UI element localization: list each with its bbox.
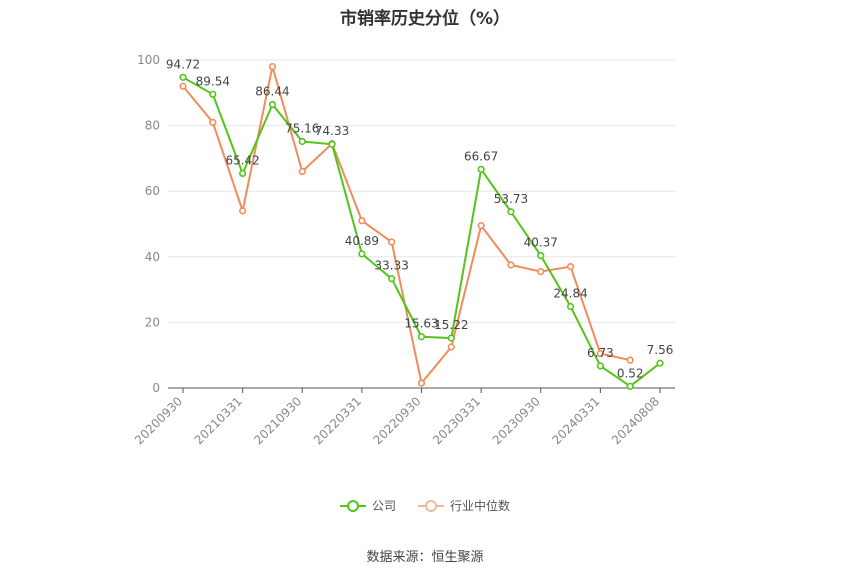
company-point (447, 334, 455, 342)
company-point (596, 362, 604, 370)
data-label: 65.42 (225, 153, 259, 167)
company-point (626, 382, 634, 390)
company-point (656, 359, 664, 367)
company-point (179, 73, 187, 81)
x-tick-label: 20200930 (132, 394, 185, 447)
data-label: 0.52 (617, 366, 644, 380)
data-label: 33.33 (375, 259, 409, 273)
series-layer (179, 62, 664, 390)
legend-company-swatch (339, 499, 366, 513)
legend-industry-label: 行业中位数 (450, 499, 511, 513)
data-label: 89.54 (196, 74, 230, 88)
industry-point (388, 238, 396, 246)
company-point (358, 250, 366, 258)
company-point (388, 275, 396, 283)
y-tick-label: 100 (137, 53, 160, 67)
company-point (239, 169, 247, 178)
data-label: 24.84 (553, 287, 587, 301)
company-point (268, 100, 277, 109)
legend-item-industry-median[interactable]: 行业中位数 (418, 497, 510, 514)
industry-point (507, 261, 515, 269)
industry-point (537, 267, 545, 276)
company-point (298, 137, 306, 146)
chart-title: 市销率历史分位（%） (339, 9, 511, 29)
x-tick-label: 20210930 (251, 394, 304, 447)
company-point (209, 90, 217, 98)
industry-point (209, 118, 217, 126)
legend: 公司 行业中位数 (0, 497, 850, 514)
y-tick-label: 20 (145, 315, 160, 329)
data-label: 66.67 (464, 149, 498, 163)
industry-point (298, 167, 306, 176)
x-tick-label: 20230930 (490, 394, 543, 447)
industry-point (417, 379, 426, 387)
x-tick-label: 20240808 (609, 394, 662, 447)
data-label: 40.37 (524, 236, 558, 250)
company-point (507, 208, 515, 216)
x-tick-label: 20240331 (549, 394, 602, 447)
company-point (477, 165, 485, 173)
industry-point (179, 82, 187, 90)
industry-point (626, 356, 634, 364)
company-point (566, 302, 575, 311)
data-label: 40.89 (345, 234, 379, 248)
company-point (417, 333, 426, 341)
x-tick-label: 20220930 (371, 394, 424, 447)
company-point (328, 140, 336, 148)
industry-point (447, 343, 455, 351)
data-label: 94.72 (166, 57, 200, 71)
legend-industry-swatch (418, 499, 444, 513)
industry-point (268, 62, 277, 71)
legend-company-label: 公司 (371, 499, 396, 513)
industry-point (566, 263, 575, 271)
industry-point (358, 217, 366, 225)
data-source: 数据来源：恒生聚源 (366, 550, 484, 565)
y-tick-label: 60 (145, 184, 160, 198)
x-tick-label: 20230331 (430, 394, 483, 447)
data-label: 86.44 (255, 84, 289, 98)
data-label: 7.56 (647, 343, 674, 357)
data-label: 15.63 (404, 317, 438, 331)
company-point (537, 251, 545, 260)
data-label: 74.33 (315, 124, 349, 138)
industry-point (477, 222, 485, 230)
industry-point (596, 349, 604, 358)
series-line-1 (182, 65, 631, 385)
y-tick-label: 40 (145, 250, 160, 264)
grid-lines (168, 59, 675, 323)
x-tick-label: 20220331 (311, 394, 364, 447)
y-tick-label: 0 (152, 381, 160, 395)
x-tick-label: 20210331 (192, 394, 245, 447)
data-label: 75.16 (285, 121, 319, 135)
data-label: 53.73 (494, 192, 528, 206)
data-label: 6.73 (587, 346, 614, 360)
industry-point (239, 207, 247, 215)
data-label: 15.22 (434, 318, 468, 332)
y-tick-label: 80 (145, 119, 160, 133)
legend-item-company[interactable]: 公司 (339, 497, 396, 514)
